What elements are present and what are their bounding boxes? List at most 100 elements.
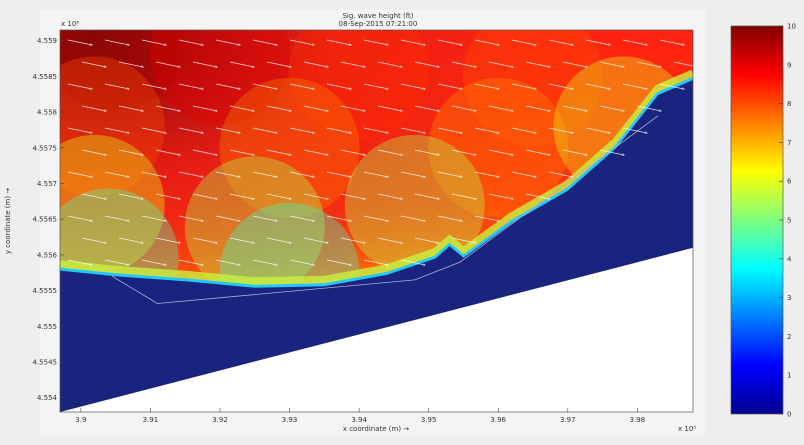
wave-vector [562, 61, 587, 67]
wave-vector [451, 237, 476, 243]
wave-vector [104, 83, 129, 89]
wave-vector [659, 39, 684, 45]
wave-vector [266, 237, 291, 243]
wave-vector [377, 105, 402, 111]
wave-vector [562, 105, 587, 111]
y-tick-label: 4.5565 [33, 216, 58, 224]
wave-vector [622, 83, 647, 89]
wave-vector [414, 193, 439, 199]
wave-vector [303, 149, 328, 155]
wave-vector [289, 39, 314, 45]
wave-vector [673, 61, 693, 67]
wave-vector [400, 83, 425, 89]
wave-vector [548, 127, 573, 133]
wave-height-sample [289, 30, 430, 140]
x-tick-label: 3.92 [212, 416, 228, 424]
y-tick-label: 4.5545 [33, 359, 58, 367]
chart-title: Sig. wave height (ft) [342, 12, 413, 20]
wave-vector [585, 39, 610, 45]
x-axis: 3.9 3.91 3.92 3.93 3.94 3.95 3.96 3.97 3.98 [75, 408, 645, 424]
wave-vector [104, 215, 129, 221]
chart-subtitle: 08-Sep-2015 07:21:00 [339, 20, 418, 28]
wave-vector [67, 215, 92, 221]
y-tick-label: 4.5575 [33, 144, 58, 152]
wave-vector [266, 149, 291, 155]
wave-vector [451, 193, 476, 199]
wave-vector [178, 83, 203, 89]
colorbar-tick-label: 4 [787, 255, 792, 263]
wave-vector [548, 39, 573, 45]
wave-vector [289, 171, 314, 177]
wave-vector [363, 127, 388, 133]
wave-vector [192, 193, 217, 199]
wave-vector [340, 61, 365, 67]
outside-grid-area [60, 247, 693, 412]
wave-vector [192, 61, 217, 67]
wave-vector [67, 259, 92, 265]
wave-vector [104, 259, 129, 265]
wave-vector [451, 61, 476, 67]
y-tick-label: 4.554 [37, 394, 58, 402]
wave-height-sample [184, 156, 325, 297]
wave-height-sample [428, 77, 569, 218]
axes-frame [59, 29, 694, 413]
wave-vector [81, 105, 106, 111]
wave-vector [659, 83, 684, 89]
colorbar-tick-label: 7 [787, 139, 791, 147]
wave-vector [252, 83, 277, 89]
wave-vector [548, 171, 573, 177]
wave-vector [178, 171, 203, 177]
y-tick-label: 4.558 [37, 109, 57, 117]
wave-vector [548, 83, 573, 89]
wave-vector [488, 193, 513, 199]
wave-vector [437, 39, 462, 45]
wave-vector [525, 193, 550, 199]
wave-vector [363, 259, 388, 265]
y-tick-label: 4.5555 [33, 287, 58, 295]
wave-vector [67, 171, 92, 177]
colorbar-tick-label: 9 [787, 61, 791, 69]
wave-vector [340, 237, 365, 243]
wave-vector [141, 171, 166, 177]
wave-vector [474, 39, 499, 45]
wave-vector [437, 171, 462, 177]
colorbar [730, 25, 784, 415]
wave-vector [303, 61, 328, 67]
x-tick-label: 3.97 [560, 416, 576, 424]
wave-height-sample [60, 134, 165, 275]
surf-zone-band [60, 69, 693, 287]
wave-vector [400, 127, 425, 133]
wave-vector [622, 127, 647, 133]
wave-vector [377, 193, 402, 199]
wave-height-sample [150, 30, 290, 125]
wave-vector [252, 215, 277, 221]
plot-area [60, 30, 693, 412]
x-exponent: x 10⁵ [678, 425, 696, 433]
wave-vector [192, 149, 217, 155]
wave-vector [511, 39, 536, 45]
wave-vector [104, 171, 129, 177]
wave-vector [377, 61, 402, 67]
wave-vector [340, 105, 365, 111]
y-tick-label: 4.556 [37, 251, 58, 259]
wave-vector [599, 105, 624, 111]
wave-vector [511, 127, 536, 133]
colorbar-tick-label: 3 [787, 294, 791, 302]
wave-vector [141, 127, 166, 133]
wave-vector [414, 149, 439, 155]
wave-vector [215, 39, 240, 45]
wave-vector [229, 61, 254, 67]
wave-vector [118, 61, 143, 67]
wave-vector [303, 105, 328, 111]
wave-vector [215, 83, 240, 89]
wave-vector [141, 83, 166, 89]
x-tick-label: 3.98 [630, 416, 646, 424]
wave-vector [289, 259, 314, 265]
colorbar-tick-label: 6 [787, 178, 792, 186]
wave-vector [377, 149, 402, 155]
wave-vector [585, 127, 610, 133]
y-axis: 4.559 4.5585 4.558 4.5575 4.557 4.5565 4.556 4.… [33, 37, 64, 402]
wave-vector [488, 105, 513, 111]
wave-vector [488, 149, 513, 155]
wave-vector [326, 127, 351, 133]
